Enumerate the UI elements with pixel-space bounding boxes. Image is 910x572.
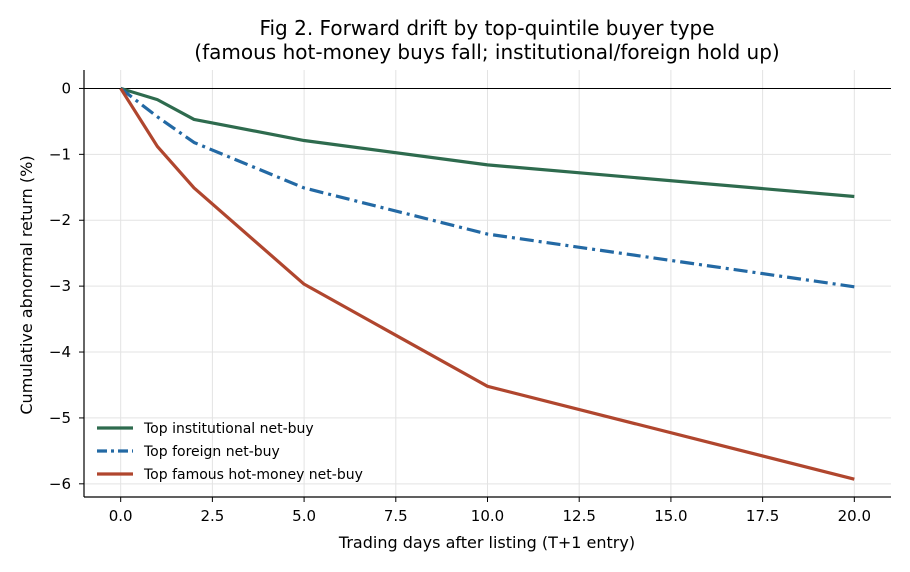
legend-label-2: Top foreign net-buy: [143, 444, 280, 460]
x-tick-label: 10.0: [471, 507, 504, 525]
series-lines: [119, 86, 855, 481]
legend: Top institutional net-buy Top foreign net…: [97, 421, 363, 483]
y-axis-label: Cumulative abnormal return (%): [17, 155, 36, 414]
y-tick-label: −4: [49, 343, 71, 361]
chart-subtitle: (famous hot-money buys fall; institution…: [194, 40, 779, 64]
x-tick-label: 7.5: [384, 507, 408, 525]
y-tick-label: −2: [49, 211, 71, 229]
y-tick-label: −6: [49, 475, 71, 493]
x-tick-label: 0.0: [109, 507, 133, 525]
legend-label-3: Top famous hot-money net-buy: [143, 467, 363, 483]
x-axis-label: Trading days after listing (T+1 entry): [338, 533, 635, 552]
series-line-1: [120, 86, 855, 199]
x-tick-label: 5.0: [292, 507, 316, 525]
y-tick-label: 0: [61, 79, 71, 97]
series-line-2: [119, 87, 855, 289]
x-tick-label: 17.5: [746, 507, 779, 525]
y-tick-label: −3: [49, 277, 71, 295]
axes: 0.0 2.5 5.0 7.5 10.0 12.5 15.0 17.5 20.0 0 −1 −2 −3 −…: [49, 70, 891, 525]
x-tick-label: 2.5: [200, 507, 224, 525]
series-line-3: [119, 87, 855, 481]
chart-title: Fig 2. Forward drift by top-quintile buy…: [259, 16, 714, 40]
y-tick-label: −5: [49, 409, 71, 427]
legend-label-1: Top institutional net-buy: [143, 421, 314, 437]
x-tick-label: 15.0: [654, 507, 687, 525]
x-tick-label: 12.5: [563, 507, 596, 525]
y-tick-label: −1: [49, 145, 71, 163]
x-tick-label: 20.0: [838, 507, 871, 525]
